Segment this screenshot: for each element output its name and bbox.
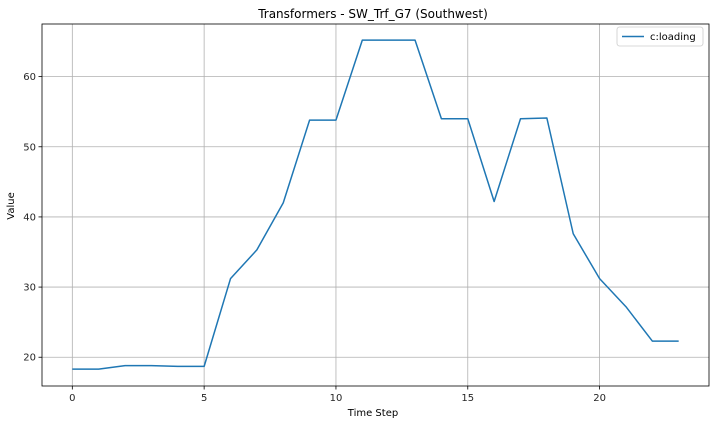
plot-frame [41,23,710,387]
x-tick-label: 20 [593,393,606,404]
x-axis-ticks: 0 5 10 15 20 [69,386,606,404]
legend-box [616,26,704,47]
plot-area [41,23,710,387]
y-axis-label: Value [6,192,17,219]
x-tick-label: 0 [69,393,75,404]
x-tick-label: 10 [330,393,343,404]
y-axis-ticks: 20 30 40 50 60 [23,72,42,364]
grid [42,24,709,386]
y-tick-label: 50 [23,142,36,153]
y-tick-label: 30 [23,283,36,294]
y-tick-label: 20 [23,353,36,364]
x-tick-label: 15 [461,393,474,404]
y-tick-label: 40 [23,212,36,223]
legend-label: c:loading [650,32,696,43]
y-tick-label: 60 [23,72,36,83]
series-line-c-loading [72,39,679,370]
x-tick-label: 5 [201,393,207,404]
legend: c:loading [616,26,704,47]
chart-title: Transformers - SW_Trf_G7 (Southwest) [257,7,488,21]
x-axis-label: Time Step [347,408,398,419]
